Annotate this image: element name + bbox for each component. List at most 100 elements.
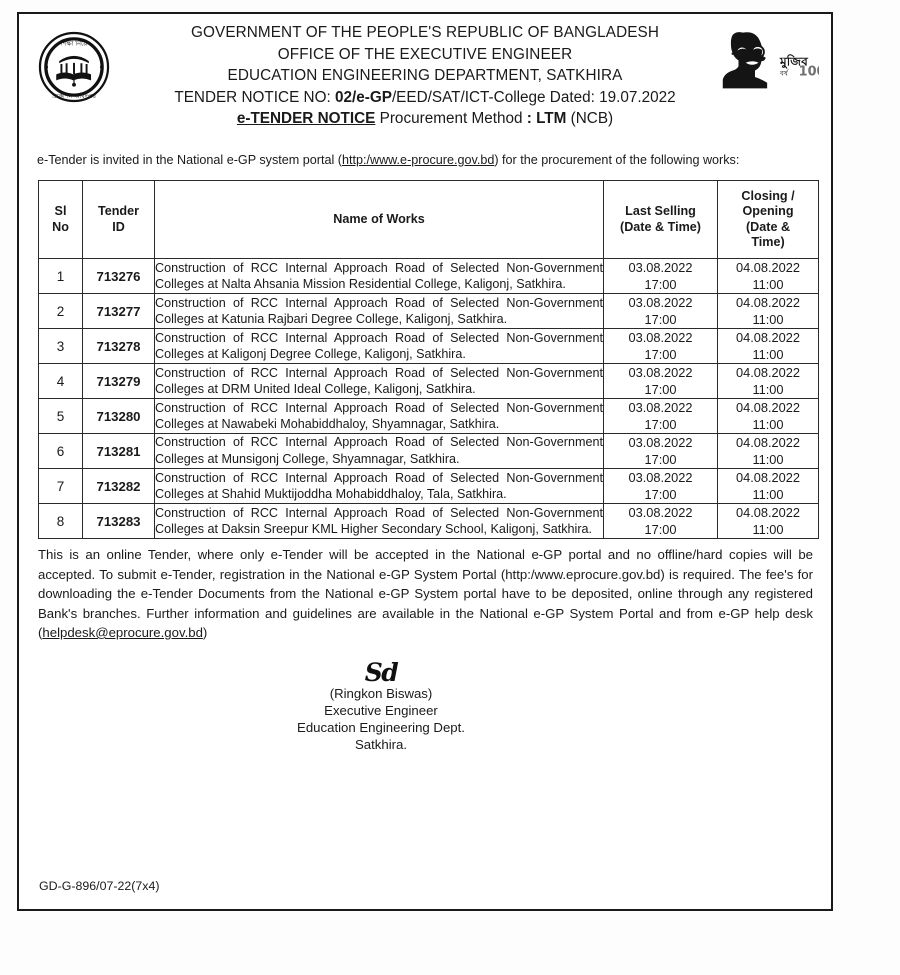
cell-sl-no: 3	[38, 328, 83, 364]
svg-text:বর্ষ: বর্ষ	[779, 69, 789, 78]
cell-last-selling: 03.08.2022 17:00	[603, 433, 718, 469]
notice-title-line: e-TENDER NOTICE Procurement Method : LTM…	[149, 108, 701, 130]
last-selling-date: 03.08.2022	[628, 400, 693, 415]
cell-name-of-works: Construction of RCC Internal Approach Ro…	[154, 468, 604, 504]
table-row: 6 713281 Construction of RCC Internal Appr…	[38, 433, 819, 469]
cell-closing-opening: 04.08.2022 11:00	[717, 328, 819, 364]
cell-tender-id: 713281	[82, 433, 155, 469]
last-selling-time: 17:00	[644, 382, 677, 397]
last-selling-date: 03.08.2022	[628, 260, 693, 275]
last-selling-date: 03.08.2022	[628, 365, 693, 380]
closing-time: 11:00	[752, 417, 784, 432]
last-selling-date: 03.08.2022	[628, 505, 693, 520]
header-line-1: GOVERNMENT OF THE PEOPLE'S REPUBLIC OF B…	[191, 24, 659, 41]
closing-date: 04.08.2022	[735, 330, 801, 345]
cell-tender-id: 713283	[82, 503, 155, 539]
col-header-sl-no: Sl No	[38, 180, 83, 259]
cell-sl-no: 6	[38, 433, 83, 469]
cell-name-of-works: Construction of RCC Internal Approach Ro…	[154, 398, 604, 434]
cell-name-of-works: Construction of RCC Internal Approach Ro…	[154, 293, 604, 329]
cell-sl-no: 8	[38, 503, 83, 539]
svg-text:100: 100	[799, 65, 819, 80]
closing-time: 11:00	[752, 522, 784, 537]
gd-code-label: GD-G-896/07-22(7x4)	[39, 879, 160, 893]
closing-date: 04.08.2022	[735, 505, 801, 520]
footer-paragraph: This is an online Tender, where only e-T…	[19, 539, 831, 643]
last-selling-date: 03.08.2022	[628, 330, 693, 345]
cell-closing-opening: 04.08.2022 11:00	[717, 468, 819, 504]
signer-name: (Ringkon Biswas)	[329, 685, 433, 701]
header-title-block: GOVERNMENT OF THE PEOPLE'S REPUBLIC OF B…	[19, 22, 831, 130]
cell-sl-no: 2	[38, 293, 83, 329]
signer-department: Education Engineering Dept.	[297, 719, 465, 735]
cell-tender-id: 713282	[82, 468, 155, 504]
closing-date: 04.08.2022	[735, 400, 801, 415]
closing-date: 04.08.2022	[735, 295, 801, 310]
last-selling-date: 03.08.2022	[628, 470, 693, 485]
table-row: 4 713279 Construction of RCC Internal Appr…	[38, 363, 819, 399]
intro-before-text: e-Tender is invited in the National e-GP…	[37, 153, 342, 167]
svg-text:মুজিব: মুজিব	[779, 54, 809, 71]
cell-name-of-works: Construction of RCC Internal Approach Ro…	[154, 503, 604, 539]
cell-name-of-works: Construction of RCC Internal Approach Ro…	[154, 328, 604, 364]
closing-date: 04.08.2022	[735, 260, 801, 275]
e-procure-portal-link[interactable]: http:/www.e-procure.gov.bd	[341, 153, 495, 167]
closing-time: 11:00	[752, 452, 784, 467]
col-header-name-of-works: Name of Works	[154, 180, 604, 259]
cell-sl-no: 5	[38, 398, 83, 434]
intro-line: e-Tender is invited in the National e-GP…	[19, 136, 831, 168]
tender-table-head: Sl No Tender ID Name of Works Last Selling…	[38, 180, 819, 259]
cell-tender-id: 713276	[82, 258, 155, 294]
col-header-closing-line4: Time)	[751, 235, 785, 249]
last-selling-time: 17:00	[644, 417, 677, 432]
table-row: 3 713278 Construction of RCC Internal Appr…	[38, 328, 819, 364]
procurement-method-suffix: (NCB)	[566, 110, 614, 127]
cell-closing-opening: 04.08.2022 11:00	[717, 258, 819, 294]
cell-tender-id: 713277	[82, 293, 155, 329]
cell-last-selling: 03.08.2022 17:00	[603, 398, 718, 434]
cell-name-of-works: Construction of RCC Internal Approach Ro…	[154, 258, 604, 294]
header-line-3: EDUCATION ENGINEERING DEPARTMENT, SATKHI…	[227, 67, 623, 84]
notice-no-suffix: /EED/SAT/ICT-College Dated: 19.07.2022	[391, 88, 676, 106]
tender-table-body: 1 713276 Construction of RCC Internal Appr…	[38, 258, 819, 539]
helpdesk-email-open: (	[38, 625, 43, 640]
col-header-closing-line2: Opening	[742, 204, 794, 218]
last-selling-date: 03.08.2022	[628, 435, 693, 450]
cell-last-selling: 03.08.2022 17:00	[603, 468, 718, 504]
table-header-row: Sl No Tender ID Name of Works Last Selling…	[38, 180, 819, 259]
cell-name-of-works: Construction of RCC Internal Approach Ro…	[154, 433, 604, 469]
table-row: 7 713282 Construction of RCC Internal Appr…	[38, 468, 819, 504]
signer-location: Satkhira.	[354, 736, 408, 752]
last-selling-time: 17:00	[644, 522, 677, 537]
procurement-method-separator: :	[526, 110, 537, 127]
cell-last-selling: 03.08.2022 17:00	[603, 258, 718, 294]
intro-after-text: ) for the procurement of the following w…	[494, 153, 740, 167]
cell-closing-opening: 04.08.2022 11:00	[717, 398, 819, 434]
cell-tender-id: 713280	[82, 398, 155, 434]
handwritten-signature-icon: Sd	[364, 657, 399, 687]
cell-closing-opening: 04.08.2022 11:00	[717, 503, 819, 539]
col-header-sl-line2: No	[52, 219, 69, 234]
helpdesk-email-link[interactable]: helpdesk@eprocure.gov.bd	[42, 625, 203, 640]
col-header-id-line2: ID	[112, 219, 125, 234]
table-row: 8 713283 Construction of RCC Internal Appr…	[38, 503, 819, 539]
cell-closing-opening: 04.08.2022 11:00	[717, 363, 819, 399]
helpdesk-email-close: )	[202, 625, 208, 640]
closing-date: 04.08.2022	[735, 470, 801, 485]
closing-date: 04.08.2022	[735, 365, 801, 380]
procurement-method-label: Procurement Method	[375, 110, 527, 127]
cell-sl-no: 7	[38, 468, 83, 504]
svg-text:শিক্ষা নিয়ে: শিক্ষা নিয়ে	[60, 41, 87, 48]
col-header-closing-line1: Closing /	[741, 188, 795, 203]
mujib-borsho-centenary-logo-icon: মুজিব বর্ষ 100	[715, 26, 819, 89]
last-selling-time: 17:00	[644, 277, 677, 292]
cell-name-of-works: Construction of RCC Internal Approach Ro…	[154, 363, 604, 399]
closing-time: 11:00	[752, 487, 784, 502]
cell-tender-id: 713278	[82, 328, 155, 364]
svg-text:প্রকৌশল অধিদপ্তর: প্রকৌশল অধিদপ্তর	[52, 93, 96, 100]
tender-table-wrapper: Sl No Tender ID Name of Works Last Selling…	[19, 168, 831, 539]
closing-time: 11:00	[752, 382, 784, 397]
cell-closing-opening: 04.08.2022 11:00	[717, 433, 819, 469]
education-engineering-department-seal-icon: শিক্ষা নিয়ে প্রকৌশল অধিদপ্তর	[38, 31, 110, 103]
